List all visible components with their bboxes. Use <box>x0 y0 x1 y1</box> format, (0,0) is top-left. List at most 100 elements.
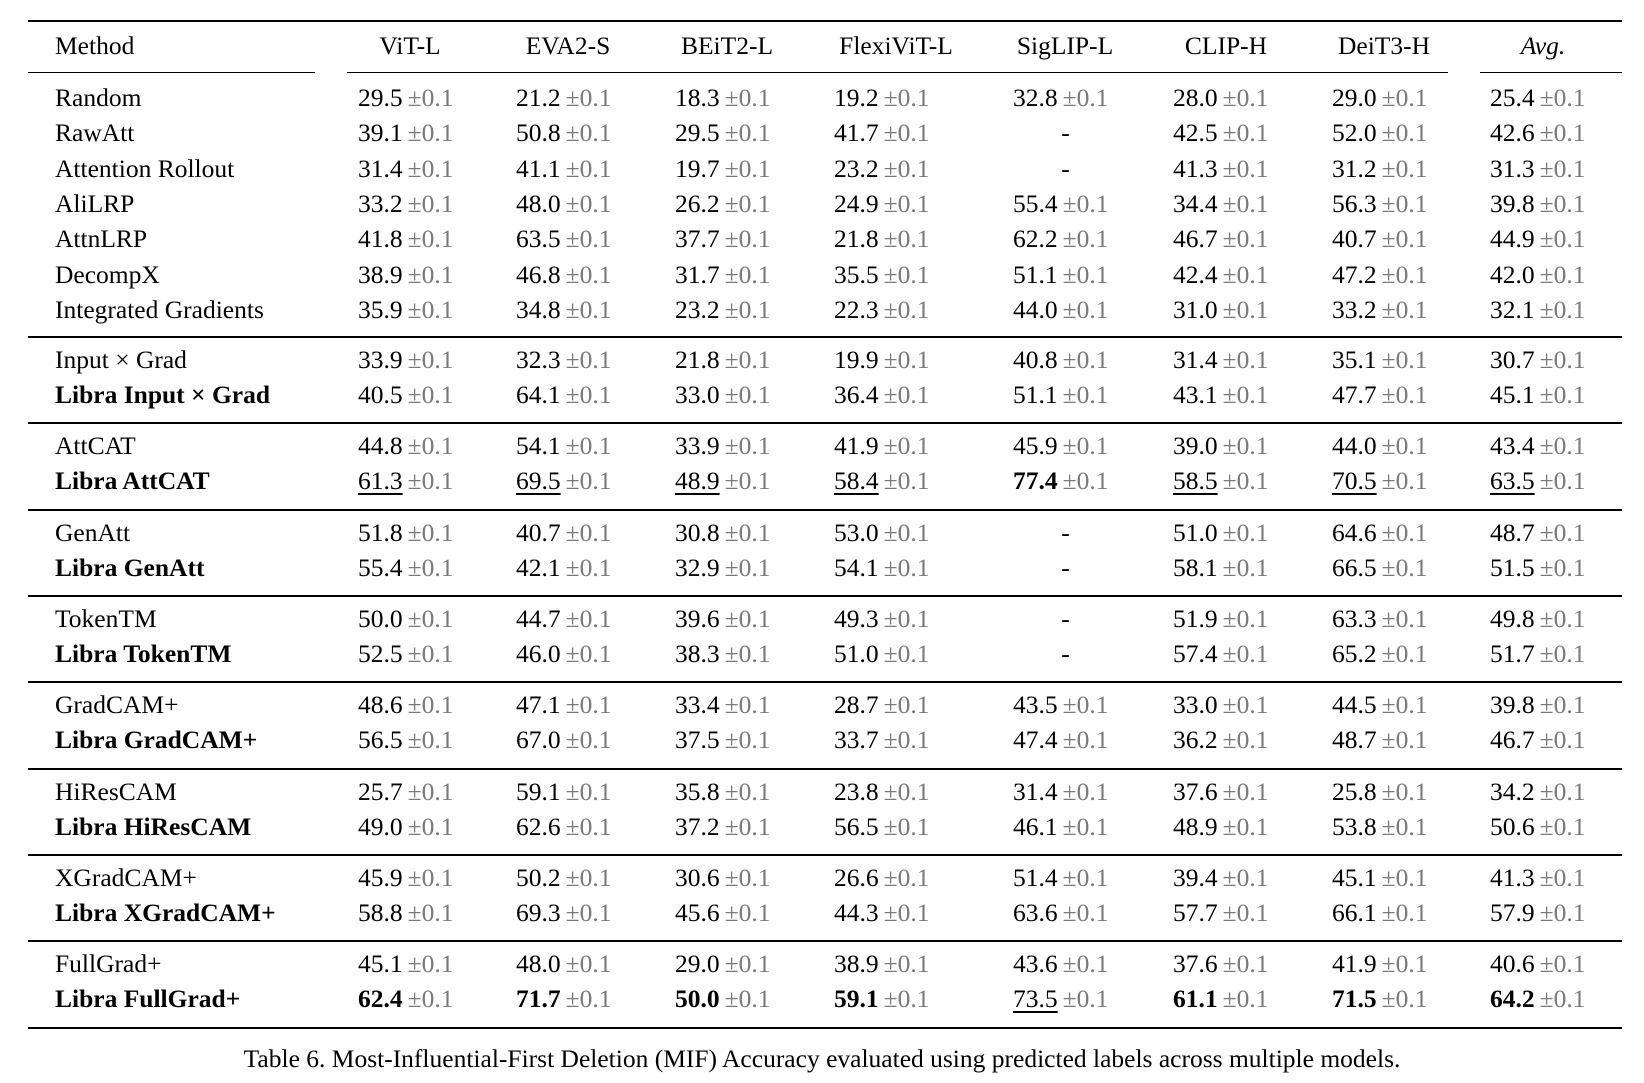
cell-value: 63.5 <box>516 224 561 254</box>
table-cell: 61.3 ±0.1 <box>358 464 454 498</box>
table-cell: 56.5 ±0.1 <box>358 723 454 757</box>
table-cell: 48.9 ±0.1 <box>675 464 771 498</box>
cell-value: 64.2 <box>1490 984 1535 1014</box>
table-cell: 52.0 ±0.1 <box>1332 116 1428 150</box>
cell-value: 42.1 <box>516 553 561 583</box>
cell-std: ±0.1 <box>1381 812 1428 842</box>
cell-value: 41.9 <box>1332 949 1377 978</box>
missing-value: - <box>1061 604 1070 633</box>
cell-std: ±0.1 <box>1062 83 1109 112</box>
cell-std: ±0.1 <box>1381 690 1428 719</box>
cell-value: 31.4 <box>358 153 403 183</box>
cell-value: 54.1 <box>516 431 561 460</box>
table-cell: 37.6 ±0.1 <box>1173 947 1269 981</box>
table-cell: 43.4 ±0.1 <box>1490 429 1586 463</box>
table-caption: Table 6. Most-Influential-First Deletion… <box>243 1044 1401 1073</box>
cell-value: 28.0 <box>1173 83 1218 112</box>
cell-value: 51.1 <box>1013 259 1058 289</box>
cell-value: 50.0 <box>358 604 403 633</box>
cell-value: 45.9 <box>358 863 403 892</box>
cell-value: 52.0 <box>1332 118 1377 148</box>
cell-std: ±0.1 <box>724 294 771 324</box>
cell-std: ±0.1 <box>1222 153 1269 183</box>
cell-value: 32.1 <box>1490 294 1535 324</box>
table-cell: 23.2 ±0.1 <box>675 293 771 327</box>
cell-std: ±0.1 <box>724 777 771 806</box>
method-name: GradCAM+ <box>55 690 179 719</box>
table-cell: 63.6 ±0.1 <box>1013 896 1109 930</box>
table-cell: 66.1 ±0.1 <box>1332 896 1428 930</box>
cell-value: 46.0 <box>516 639 561 669</box>
table-cell: - <box>1013 516 1118 550</box>
cell-value: 48.0 <box>516 949 561 978</box>
header-rule-method <box>28 72 315 73</box>
cell-std: ±0.1 <box>1062 725 1109 755</box>
cell-value: 33.4 <box>675 690 720 719</box>
cell-value: 24.9 <box>834 188 879 218</box>
group-rule <box>28 681 1622 683</box>
cell-value: 36.2 <box>1173 725 1218 755</box>
cell-value: 39.4 <box>1173 863 1218 892</box>
cell-value: 26.6 <box>834 863 879 892</box>
table-cell: - <box>1013 637 1118 671</box>
table-cell: 51.1 ±0.1 <box>1013 378 1109 412</box>
table-cell: 42.5 ±0.1 <box>1173 116 1269 150</box>
cell-value: 51.1 <box>1013 380 1058 410</box>
table-cell: 56.5 ±0.1 <box>834 810 930 844</box>
cell-std: ±0.1 <box>1381 639 1428 669</box>
cell-value: 22.3 <box>834 294 879 324</box>
table-cell: 73.5 ±0.1 <box>1013 982 1109 1016</box>
table-cell: 55.4 ±0.1 <box>358 551 454 585</box>
cell-std: ±0.1 <box>1381 118 1428 148</box>
cell-value: 44.8 <box>358 431 403 460</box>
cell-value: 23.2 <box>675 294 720 324</box>
cell-std: ±0.1 <box>407 898 454 928</box>
table-cell: 34.8 ±0.1 <box>516 293 612 327</box>
cell-std: ±0.1 <box>883 518 930 547</box>
table-cell: 44.5 ±0.1 <box>1332 688 1428 722</box>
table-cell: 48.0 ±0.1 <box>516 187 612 221</box>
table-cell: 58.5 ±0.1 <box>1173 464 1269 498</box>
cell-std: ±0.1 <box>883 259 930 289</box>
table-cell: 45.9 ±0.1 <box>358 861 454 895</box>
cell-std: ±0.1 <box>1062 690 1109 719</box>
cell-value: 70.5 <box>1332 466 1377 496</box>
table-cell: 31.4 ±0.1 <box>358 152 454 186</box>
cell-std: ±0.1 <box>565 553 612 583</box>
cell-value: 71.5 <box>1332 984 1377 1014</box>
cell-std: ±0.1 <box>1062 259 1109 289</box>
cell-std: ±0.1 <box>407 949 454 978</box>
header-rule-avg <box>1480 72 1622 73</box>
table-cell: 33.7 ±0.1 <box>834 723 930 757</box>
cell-std: ±0.1 <box>407 118 454 148</box>
table-cell: 46.1 ±0.1 <box>1013 810 1109 844</box>
cell-value: 59.1 <box>834 984 879 1014</box>
cell-value: 54.1 <box>834 553 879 583</box>
cell-value: 48.9 <box>1173 812 1218 842</box>
cell-std: ±0.1 <box>1381 984 1428 1014</box>
table-cell: 54.1 ±0.1 <box>516 429 612 463</box>
table-cell: 53.8 ±0.1 <box>1332 810 1428 844</box>
cell-std: ±0.1 <box>883 690 930 719</box>
cell-value: 34.8 <box>516 294 561 324</box>
table-cell: 19.2 ±0.1 <box>834 81 930 115</box>
cell-value: 56.5 <box>358 725 403 755</box>
cell-value: 21.8 <box>675 345 720 374</box>
table-cell: 51.9 ±0.1 <box>1173 602 1269 636</box>
table-cell: 59.1 ±0.1 <box>516 775 612 809</box>
cell-value: 37.6 <box>1173 949 1218 978</box>
table-cell: 18.3 ±0.1 <box>675 81 771 115</box>
cell-value: 47.4 <box>1013 725 1058 755</box>
cell-std: ±0.1 <box>1222 259 1269 289</box>
table-cell: 66.5 ±0.1 <box>1332 551 1428 585</box>
table-cell: 45.1 ±0.1 <box>358 947 454 981</box>
cell-value: 43.4 <box>1490 431 1535 460</box>
table-cell: 41.9 ±0.1 <box>1332 947 1428 981</box>
table-cell: 44.7 ±0.1 <box>516 602 612 636</box>
table-cell: 58.4 ±0.1 <box>834 464 930 498</box>
table-cell: 30.7 ±0.1 <box>1490 343 1586 377</box>
cell-std: ±0.1 <box>1539 518 1586 547</box>
header-eva2-s: EVA2-S <box>525 31 611 60</box>
table-cell: 44.9 ±0.1 <box>1490 222 1586 256</box>
table-cell: 59.1 ±0.1 <box>834 982 930 1016</box>
